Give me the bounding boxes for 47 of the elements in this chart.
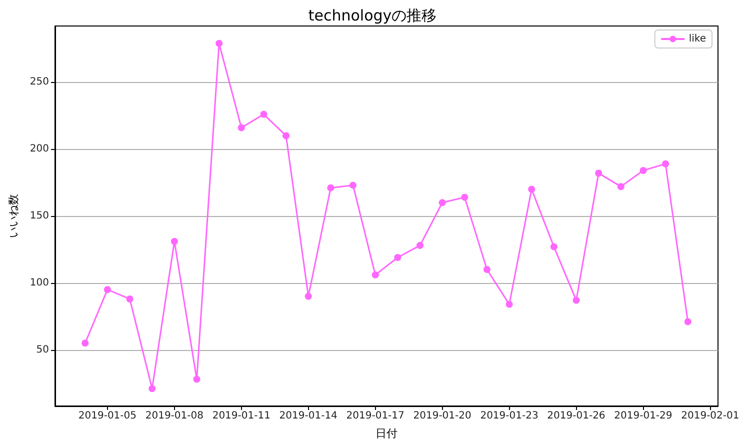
point (595, 170, 602, 177)
point (304, 292, 312, 300)
point (416, 242, 424, 249)
point (528, 186, 536, 193)
point (662, 160, 670, 168)
y-axis-title: いいね数 (7, 194, 20, 238)
x-tick-label: 2019-01-20 (413, 410, 472, 422)
point (550, 243, 558, 250)
y-tick-label: 100 (30, 277, 49, 288)
point (216, 40, 223, 47)
point (572, 296, 580, 304)
point (126, 295, 134, 302)
point (506, 300, 513, 308)
point (461, 194, 468, 201)
point (193, 376, 200, 383)
point (282, 132, 290, 140)
point (170, 238, 178, 245)
point (327, 184, 334, 192)
point (104, 286, 111, 294)
chart-title: technologyの推移 (308, 6, 437, 24)
x-tick-label: 2019-01-05 (78, 410, 137, 422)
point (82, 340, 89, 347)
point (483, 266, 490, 274)
x-tick-label: 2019-01-29 (614, 410, 672, 422)
x-tick-label: 2019-01-17 (346, 410, 404, 422)
point (684, 318, 692, 326)
point (260, 110, 268, 118)
x-tick-label: 2019-01-08 (145, 410, 204, 422)
x-tick-label: 2019-01-26 (547, 410, 606, 422)
x-axis-title: 日付 (375, 427, 398, 440)
point (350, 182, 357, 189)
x-tick-label: 2019-01-11 (212, 410, 270, 422)
legend-label: like (688, 34, 706, 44)
y-tick-label: 50 (36, 344, 49, 356)
y-tick-label: 250 (30, 76, 49, 88)
point (617, 183, 624, 190)
y-tick-label: 150 (30, 210, 49, 222)
point (148, 385, 156, 392)
x-tick-label: 2019-01-14 (279, 410, 338, 422)
point (640, 167, 647, 174)
x-tick-label: 2019-01-23 (480, 410, 538, 422)
point (372, 271, 379, 278)
x-tick-label: 2019-02-01 (681, 410, 740, 422)
point (238, 124, 245, 132)
point (394, 254, 402, 261)
y-tick-label: 200 (30, 144, 49, 155)
point (438, 199, 446, 206)
